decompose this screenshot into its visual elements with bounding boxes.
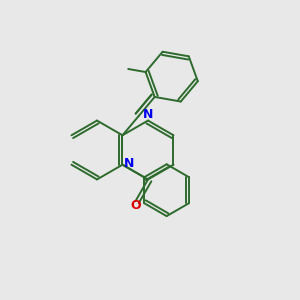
- Text: O: O: [130, 199, 141, 212]
- Text: N: N: [124, 157, 134, 170]
- Text: N: N: [143, 108, 153, 121]
